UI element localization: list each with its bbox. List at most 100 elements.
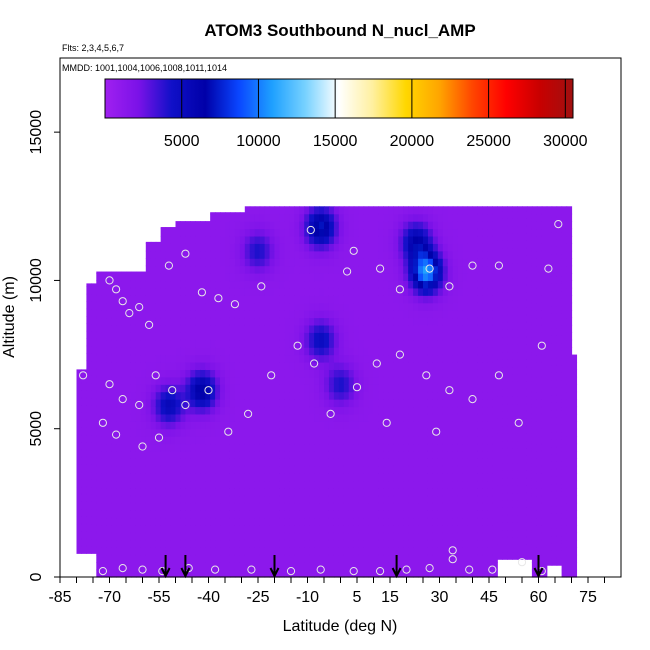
- heat-cell: [175, 228, 182, 237]
- heat-cell: [403, 547, 409, 556]
- heat-cell: [502, 277, 508, 286]
- heat-cell: [427, 547, 434, 556]
- heat-cell: [383, 235, 389, 244]
- heat-cell: [86, 404, 92, 413]
- heat-cell: [442, 347, 449, 356]
- heat-cell: [561, 547, 568, 556]
- heat-cell: [423, 525, 429, 534]
- heat-cell: [462, 339, 469, 348]
- heat-cell: [457, 280, 464, 289]
- heat-cell: [378, 317, 384, 326]
- heat-cell: [432, 547, 439, 556]
- heat-cell: [462, 302, 469, 311]
- heat-cell: [413, 221, 419, 230]
- heat-cell: [482, 339, 488, 348]
- heat-cell: [126, 428, 132, 437]
- heat-cell: [348, 517, 355, 526]
- heat-cell: [289, 243, 295, 252]
- heat-cell: [472, 413, 479, 422]
- heat-cell: [462, 465, 469, 474]
- heat-cell: [566, 532, 573, 541]
- heat-cell: [185, 354, 191, 363]
- heat-cell: [210, 376, 216, 385]
- heat-cell: [353, 510, 360, 519]
- heat-cell: [145, 369, 152, 378]
- heat-cell: [338, 228, 345, 237]
- heat-cell: [536, 525, 543, 534]
- heat-cell: [487, 265, 493, 274]
- heat-cell: [427, 554, 434, 563]
- heat-cell: [319, 399, 325, 408]
- heat-cell: [477, 480, 483, 489]
- heat-cell: [531, 206, 538, 215]
- heat-cell: [304, 376, 310, 385]
- heat-cell: [234, 421, 241, 430]
- heat-cell: [239, 488, 246, 497]
- heat-cell: [239, 235, 246, 244]
- heat-cell: [76, 382, 83, 391]
- heat-cell: [264, 465, 271, 474]
- heat-cell: [165, 339, 172, 348]
- heat-cell: [86, 323, 92, 332]
- heat-cell: [116, 443, 122, 452]
- heat-cell: [383, 361, 389, 370]
- heat-cell: [378, 391, 384, 400]
- heat-cell: [254, 324, 261, 333]
- heat-cell: [512, 292, 518, 301]
- heat-cell: [126, 391, 132, 400]
- heat-cell: [333, 302, 340, 311]
- heat-cell: [220, 302, 226, 311]
- heat-cell: [111, 347, 117, 356]
- heat-cell: [130, 391, 137, 400]
- heat-cell: [541, 406, 548, 415]
- heat-cell: [398, 436, 404, 445]
- heat-cell: [284, 265, 290, 274]
- heat-cell: [383, 480, 389, 489]
- heat-cell: [487, 450, 493, 459]
- heat-cell: [452, 213, 459, 222]
- sample-point: [112, 430, 121, 439]
- heat-cell: [522, 336, 528, 345]
- heat-cell: [492, 569, 498, 578]
- heat-cell: [81, 471, 87, 480]
- heat-cell: [299, 295, 305, 304]
- heat-cell: [403, 273, 409, 282]
- heat-cell: [309, 213, 315, 222]
- heat-cell: [348, 206, 355, 215]
- heat-cell: [126, 302, 132, 311]
- heat-cell: [502, 247, 508, 256]
- heat-cell: [324, 436, 330, 445]
- heat-cell: [432, 221, 439, 230]
- heat-cell: [284, 376, 290, 385]
- heat-cell: [215, 280, 221, 289]
- heat-cell: [546, 513, 553, 522]
- heat-cell: [319, 547, 325, 556]
- heat-cell: [200, 539, 206, 548]
- heat-cell: [423, 295, 429, 304]
- heat-cell: [86, 367, 92, 376]
- heat-cell: [403, 399, 409, 408]
- heat-cell: [234, 258, 241, 267]
- heat-cell: [239, 473, 246, 482]
- heat-cell: [427, 510, 434, 519]
- heat-cell: [487, 213, 493, 222]
- heat-cell: [536, 310, 543, 319]
- heat-cell: [427, 347, 434, 356]
- heat-cell: [363, 221, 370, 230]
- heat-cell: [571, 495, 578, 504]
- heat-cell: [333, 562, 340, 571]
- heat-cell: [205, 361, 211, 370]
- sample-point: [267, 371, 276, 380]
- heat-cell: [462, 347, 469, 356]
- heat-cell: [531, 569, 538, 578]
- heat-cell: [145, 428, 152, 437]
- heat-cell: [363, 354, 370, 363]
- heat-cell: [467, 517, 474, 526]
- heat-cell: [512, 440, 518, 449]
- heat-cell: [482, 517, 488, 526]
- heat-cell: [96, 569, 102, 578]
- heat-cell: [363, 547, 370, 556]
- heat-cell: [96, 406, 102, 415]
- sample-point: [326, 409, 335, 418]
- heat-cell: [423, 369, 429, 378]
